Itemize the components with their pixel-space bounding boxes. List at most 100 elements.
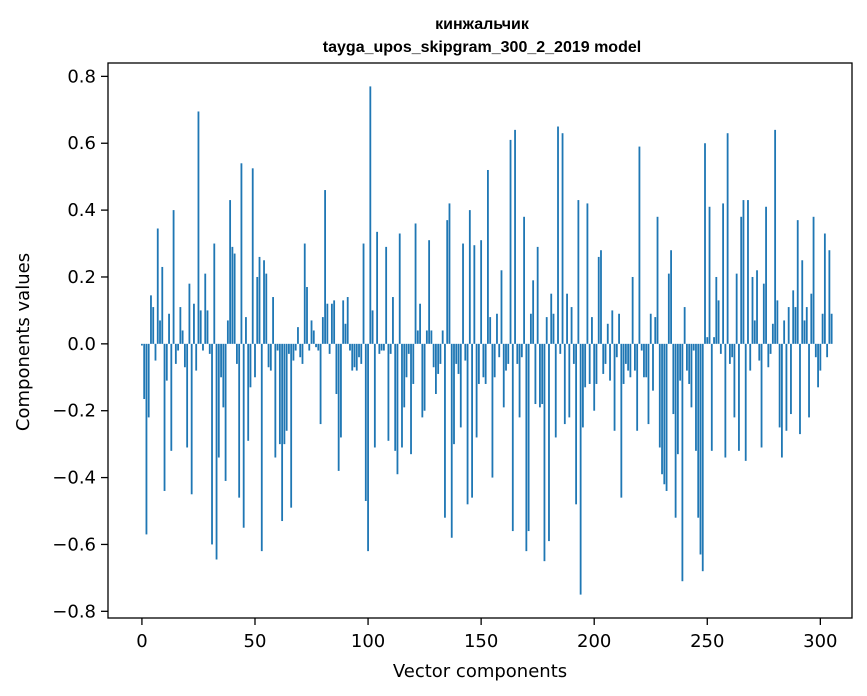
bar [477, 343, 480, 384]
bar [489, 317, 492, 344]
bar [382, 343, 385, 351]
bar [699, 343, 702, 555]
bar [371, 310, 374, 344]
bar [188, 283, 191, 344]
bar [568, 343, 571, 418]
bar [480, 240, 483, 344]
bar [645, 343, 648, 378]
bar [439, 343, 442, 364]
bar [740, 216, 743, 344]
bar [543, 343, 546, 562]
bar [575, 343, 578, 505]
bar [183, 343, 186, 368]
bar [760, 343, 763, 448]
bar [523, 216, 525, 344]
bar [511, 343, 514, 532]
bar [163, 343, 166, 491]
bar [683, 307, 686, 344]
bar [145, 343, 148, 535]
bar [602, 343, 605, 374]
y-axis-label: Components values [13, 253, 34, 431]
bar [563, 343, 566, 425]
bar [475, 343, 478, 438]
bar [532, 280, 535, 344]
bar [256, 276, 259, 344]
bar [258, 256, 261, 344]
x-tick-label: 200 [577, 631, 611, 652]
bar [251, 168, 254, 344]
bar [423, 343, 426, 411]
bar [527, 343, 530, 532]
bar [733, 343, 736, 418]
bar [473, 245, 476, 344]
bar [500, 270, 503, 344]
bar [588, 343, 591, 384]
bar [514, 129, 516, 344]
y-tick-label: −0.8 [52, 601, 96, 622]
bar [156, 228, 159, 344]
bar [294, 343, 297, 351]
bar [174, 343, 177, 364]
bar [749, 343, 752, 371]
bar [604, 343, 607, 364]
chart-title: кинжальчик [435, 16, 530, 33]
bar [636, 343, 639, 431]
bar [629, 343, 632, 378]
bar [726, 133, 729, 344]
bar [534, 343, 537, 405]
bar [265, 273, 268, 344]
bar [792, 290, 795, 344]
bar [303, 243, 306, 344]
y-tick-label: −0.6 [52, 534, 96, 555]
bar [468, 210, 471, 344]
y-axis-ticks: −0.8 −0.6 −0.4 −0.2 0.0 0.2 0.4 0.6 0.8 [52, 66, 108, 622]
bar [507, 343, 510, 364]
bar [159, 320, 161, 344]
bar [765, 206, 767, 344]
bar [358, 343, 360, 358]
bar [197, 111, 200, 344]
bar [394, 343, 397, 451]
bar [742, 200, 745, 344]
bar [769, 343, 772, 354]
bars-group [141, 86, 833, 595]
y-tick-label: 0.4 [67, 200, 96, 221]
bar [776, 300, 779, 344]
bar [385, 246, 388, 344]
bar [224, 343, 227, 481]
y-tick-label: 0.8 [67, 66, 96, 87]
bar [240, 163, 243, 344]
bar [161, 266, 164, 344]
bar [165, 343, 168, 381]
bar [190, 343, 193, 495]
bar [550, 293, 553, 344]
bar [186, 343, 189, 448]
bar [213, 243, 216, 344]
bar [292, 343, 295, 361]
bar [226, 320, 229, 344]
bar [484, 343, 487, 384]
bar [638, 146, 641, 344]
bar [570, 307, 573, 344]
bar [441, 330, 444, 344]
bar [421, 343, 424, 418]
bar [753, 320, 756, 344]
bar [459, 343, 462, 428]
bar [498, 343, 501, 358]
y-tick-label: 0.2 [67, 267, 96, 288]
bar [222, 343, 225, 408]
bar [471, 343, 473, 498]
bar [690, 343, 693, 408]
bar [285, 343, 288, 431]
bar [826, 343, 829, 358]
bar [335, 343, 338, 394]
bar [591, 317, 593, 344]
bar [435, 343, 437, 394]
bar [425, 330, 428, 344]
bar [681, 343, 684, 582]
bar [236, 343, 238, 364]
bar [412, 343, 415, 384]
bar [762, 283, 765, 344]
bar [676, 343, 679, 455]
bar [414, 223, 417, 344]
